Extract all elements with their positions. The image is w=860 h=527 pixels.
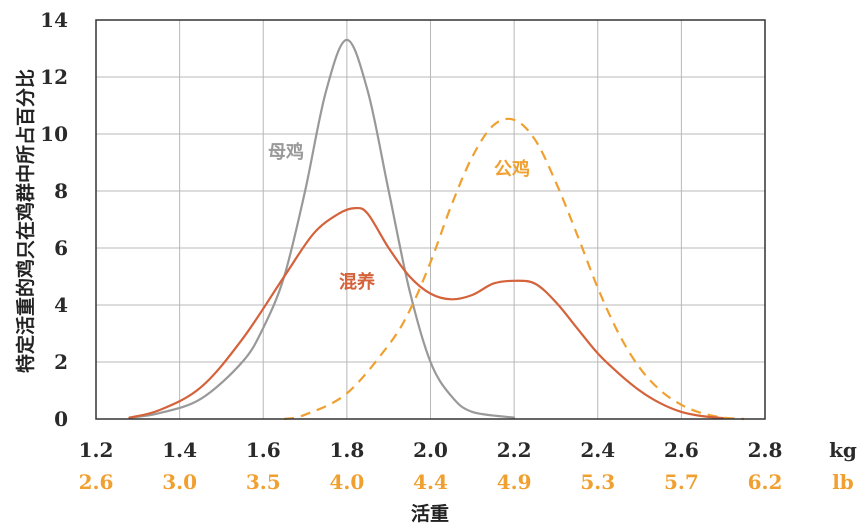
y-axis-title: 特定活重的鸡只在鸡群中所占百分比 [14, 69, 37, 373]
y-tick-label: 14 [40, 8, 68, 32]
y-tick-label: 8 [54, 179, 68, 203]
x-tick-label-kg: 1.2 [79, 438, 114, 462]
y-tick-label: 10 [40, 122, 68, 146]
y-tick-labels: 0 2 4 6 8 10 12 14 [40, 8, 68, 431]
series-label-mixed: 混养 [339, 271, 376, 293]
x-tick-label-lb: 3.5 [246, 470, 281, 494]
y-tick-label: 0 [54, 407, 68, 431]
x-tick-label-lb: 5.7 [664, 470, 699, 494]
y-tick-label: 6 [54, 236, 68, 260]
unit-kg-label: kg [829, 438, 857, 462]
x-tick-label-lb: 4.0 [329, 470, 364, 494]
series-line-mixed [128, 206, 725, 420]
series-label-hens: 母鸡 [268, 141, 304, 163]
series-line-hens [128, 38, 516, 419]
series-lines [128, 38, 745, 421]
y-tick-label: 2 [54, 350, 68, 374]
x-tick-label-lb: 3.0 [162, 470, 197, 494]
x-axis-title: 活重 [411, 502, 449, 525]
plot-frame [95, 19, 766, 420]
y-tick-label: 12 [40, 65, 68, 89]
x-tick-labels-lb: 2.6 3.0 3.5 4.0 4.4 4.9 5.3 5.7 6.2 [79, 470, 783, 494]
y-tick-label: 4 [54, 293, 68, 317]
x-tick-label-lb: 2.6 [79, 470, 114, 494]
x-tick-label-lb: 6.2 [748, 470, 783, 494]
x-tick-label-kg: 2.4 [580, 438, 615, 462]
x-tick-label-kg: 2.6 [664, 438, 699, 462]
x-tick-label-kg: 2.2 [497, 438, 532, 462]
x-tick-label-kg: 1.6 [246, 438, 281, 462]
x-tick-label-kg: 1.8 [329, 438, 364, 462]
x-tick-labels-kg: 1.2 1.4 1.6 1.8 2.0 2.2 2.4 2.6 2.8 [79, 438, 783, 462]
x-tick-label-lb: 4.9 [497, 470, 532, 494]
x-tick-label-lb: 5.3 [580, 470, 615, 494]
x-tick-label-kg: 1.4 [162, 438, 197, 462]
x-tick-label-kg: 2.8 [748, 438, 783, 462]
unit-lb-label: lb [832, 470, 854, 494]
x-tick-label-kg: 2.0 [413, 438, 448, 462]
x-tick-label-lb: 4.4 [413, 470, 448, 494]
series-line-roosters [283, 117, 745, 421]
series-label-roosters: 公鸡 [494, 158, 530, 180]
